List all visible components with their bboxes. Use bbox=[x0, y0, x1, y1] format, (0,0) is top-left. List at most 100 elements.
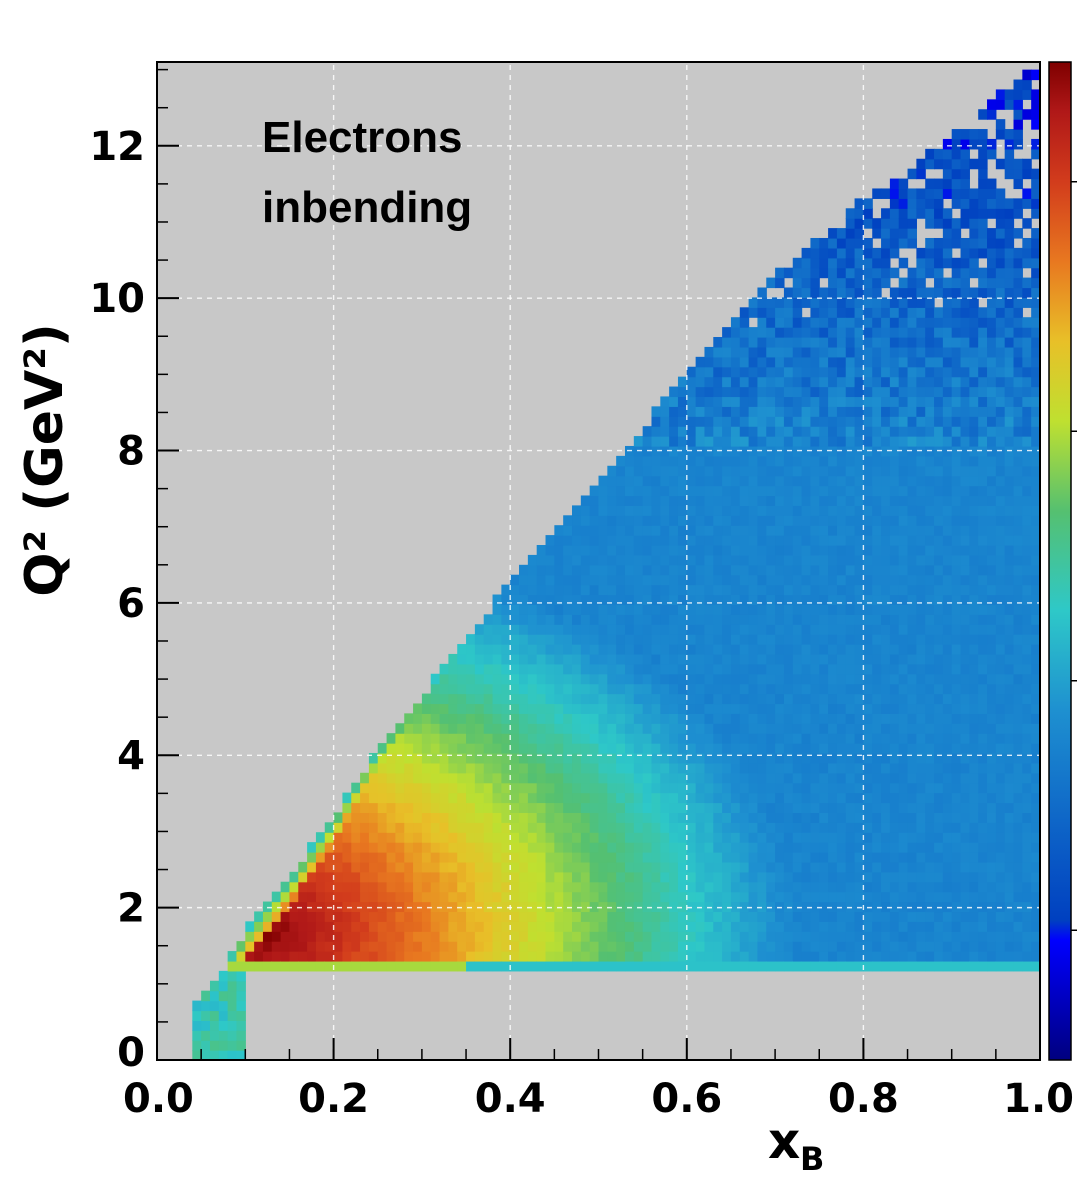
heatmap-cell bbox=[889, 891, 900, 903]
heatmap-cell bbox=[209, 1000, 220, 1012]
heatmap-cell bbox=[766, 545, 776, 556]
heatmap-cell bbox=[960, 396, 970, 407]
heatmap-cell bbox=[554, 772, 564, 784]
heatmap-cell bbox=[978, 614, 988, 625]
heatmap-cell bbox=[987, 782, 997, 794]
heatmap-cell bbox=[792, 941, 803, 952]
heatmap-cell bbox=[987, 604, 997, 615]
heatmap-cell bbox=[836, 426, 847, 437]
heatmap-cell bbox=[766, 535, 776, 546]
heatmap-cell bbox=[607, 822, 617, 833]
heatmap-cell bbox=[413, 931, 423, 942]
heatmap-cell bbox=[907, 327, 917, 338]
heatmap-cell bbox=[739, 951, 750, 962]
heatmap-cell bbox=[942, 396, 953, 407]
heatmap-cell bbox=[810, 614, 820, 625]
heatmap-cell bbox=[492, 951, 502, 962]
heatmap-cell bbox=[828, 267, 838, 279]
heatmap-cell bbox=[677, 693, 688, 705]
heatmap-cell bbox=[527, 960, 538, 972]
heatmap-cell bbox=[801, 861, 812, 873]
heatmap-cell bbox=[739, 485, 750, 497]
heatmap-cell bbox=[934, 455, 944, 467]
heatmap-cell bbox=[783, 663, 794, 675]
heatmap-cell bbox=[677, 782, 688, 794]
heatmap-cell bbox=[360, 921, 370, 932]
heatmap-cell bbox=[942, 604, 953, 615]
heatmap-cell bbox=[642, 743, 653, 754]
heatmap-cell bbox=[651, 693, 661, 705]
heatmap-cell bbox=[421, 871, 432, 883]
heatmap-cell bbox=[951, 257, 962, 269]
heatmap-cell bbox=[757, 921, 767, 932]
heatmap-cell bbox=[1031, 485, 1041, 497]
heatmap-cell bbox=[1013, 337, 1023, 348]
heatmap-cell bbox=[960, 812, 970, 823]
heatmap-cell bbox=[298, 901, 308, 913]
heatmap-cell bbox=[430, 842, 441, 853]
heatmap-cell bbox=[819, 752, 829, 764]
heatmap-cell bbox=[863, 941, 873, 952]
heatmap-cell bbox=[474, 891, 485, 903]
heatmap-cell bbox=[978, 267, 988, 279]
heatmap-cell bbox=[730, 941, 741, 952]
heatmap-cell bbox=[748, 624, 759, 635]
heatmap-cell bbox=[510, 673, 520, 685]
heatmap-cell bbox=[995, 366, 1006, 378]
heatmap-cell bbox=[960, 525, 970, 536]
heatmap-cell bbox=[704, 366, 714, 378]
heatmap-cell bbox=[845, 792, 856, 804]
heatmap-cell bbox=[942, 713, 953, 724]
heatmap-cell bbox=[748, 772, 759, 784]
heatmap-cell bbox=[519, 683, 529, 695]
heatmap-cell bbox=[898, 564, 909, 576]
heatmap-cell bbox=[783, 465, 794, 477]
heatmap-cell bbox=[942, 812, 953, 823]
heatmap-cell bbox=[863, 455, 873, 467]
heatmap-cell bbox=[854, 237, 864, 249]
heatmap-cell bbox=[739, 752, 750, 764]
heatmap-cell bbox=[536, 792, 547, 804]
heatmap-cell bbox=[942, 594, 953, 606]
heatmap-cell bbox=[713, 673, 723, 685]
heatmap-cell bbox=[863, 772, 873, 784]
heatmap-cell bbox=[580, 832, 591, 843]
heatmap-cell bbox=[704, 941, 714, 952]
heatmap-cell bbox=[995, 594, 1006, 606]
heatmap-cell bbox=[757, 941, 767, 952]
heatmap-cell bbox=[209, 1040, 220, 1051]
heatmap-cell bbox=[828, 653, 838, 665]
heatmap-cell bbox=[1022, 812, 1032, 823]
heatmap-cell bbox=[704, 723, 714, 734]
heatmap-cell bbox=[889, 356, 900, 368]
heatmap-cell bbox=[757, 327, 767, 338]
heatmap-cell bbox=[686, 941, 697, 952]
heatmap-cell bbox=[527, 881, 538, 893]
heatmap-cell bbox=[413, 772, 423, 784]
heatmap-cell bbox=[775, 941, 785, 952]
heatmap-cell bbox=[386, 802, 397, 813]
heatmap-cell bbox=[766, 941, 776, 952]
heatmap-cell bbox=[1004, 931, 1015, 942]
heatmap-cell bbox=[934, 148, 944, 160]
heatmap-cell bbox=[713, 604, 723, 615]
heatmap-cell bbox=[925, 634, 935, 645]
heatmap-cell bbox=[978, 852, 988, 863]
heatmap-cell bbox=[987, 485, 997, 497]
heatmap-cell bbox=[916, 871, 926, 883]
heatmap-cell bbox=[739, 366, 750, 378]
heatmap-cell bbox=[819, 881, 829, 893]
heatmap-cell bbox=[995, 782, 1006, 794]
heatmap-cell bbox=[739, 406, 750, 417]
heatmap-cell bbox=[519, 782, 529, 794]
heatmap-cell bbox=[1013, 247, 1023, 259]
heatmap-cell bbox=[783, 307, 794, 318]
heatmap-cell bbox=[783, 594, 794, 606]
heatmap-cell bbox=[898, 445, 909, 457]
heatmap-cell bbox=[739, 822, 750, 833]
heatmap-cell bbox=[854, 426, 864, 437]
heatmap-cell bbox=[872, 634, 882, 645]
heatmap-cell bbox=[828, 436, 838, 447]
heatmap-cell bbox=[651, 614, 661, 625]
heatmap-cell bbox=[722, 683, 732, 695]
